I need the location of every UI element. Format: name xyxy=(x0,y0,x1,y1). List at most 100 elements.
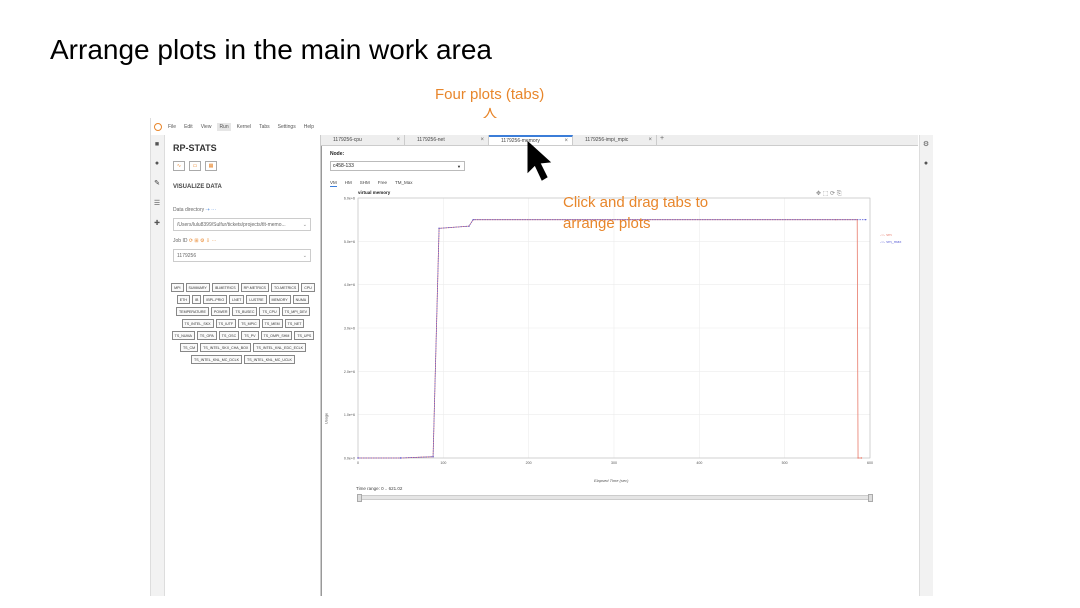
rp-stats-sidebar: RP-STATS ∿ ▭ ▦ VISUALIZE DATA Data direc… xyxy=(165,135,321,596)
subtab-hm[interactable]: HM xyxy=(344,180,352,185)
slider-handle-end[interactable] xyxy=(868,494,873,502)
metric-button-summary[interactable]: SUMMARY xyxy=(185,283,210,292)
subtab-vm[interactable]: VM xyxy=(330,180,337,187)
metric-button-ts-ups[interactable]: TS_UPS xyxy=(294,331,315,340)
metric-button-rp-metrics[interactable]: RP-METRICS xyxy=(240,283,269,292)
monitor-icon[interactable]: ▭ xyxy=(189,161,201,171)
menu-file[interactable]: File xyxy=(168,123,177,130)
annotation-drag-tabs: Click and drag tabs to arrange plots xyxy=(563,194,709,232)
circle-stop-icon[interactable]: ● xyxy=(154,159,160,167)
memory-subtabs: VM HM SHM Free TM_Max xyxy=(330,179,413,187)
metric-button-ts-intel-knl-mc-uclk[interactable]: TS_INTEL_KNL_MC_UCLK xyxy=(244,355,295,364)
dropdown-arrow-icon: ▼ xyxy=(457,163,461,169)
menu-tabs[interactable]: Tabs xyxy=(259,123,270,130)
y-tick-label: 2.0e+6 xyxy=(344,370,355,374)
menu-view[interactable]: View xyxy=(200,123,212,130)
time-range-slider[interactable] xyxy=(357,494,873,502)
metric-button-ts-mpi-dev[interactable]: TS_MPI_DEV xyxy=(281,307,310,316)
data-point-vm-max xyxy=(865,218,867,221)
sidebar-title: RP-STATS xyxy=(173,143,217,153)
close-icon[interactable]: × xyxy=(396,137,400,143)
metric-button-power[interactable]: POWER xyxy=(210,307,231,316)
subtab-tm-max[interactable]: TM_Max xyxy=(395,180,413,185)
subtab-free[interactable]: Free xyxy=(377,180,388,185)
metric-button-ib-metrics[interactable]: IB-METRICS xyxy=(211,283,239,292)
chart-icon[interactable]: ∿ xyxy=(173,161,185,171)
chevron-down-icon: ⌄ xyxy=(302,221,307,228)
metric-button-numa[interactable]: NUMA xyxy=(292,295,310,304)
y-tick-label: 3.0e+6 xyxy=(344,327,355,331)
palette-icon[interactable]: ✎ xyxy=(154,180,160,187)
node-label: Node: xyxy=(330,151,345,157)
close-icon[interactable]: × xyxy=(480,137,484,143)
menu-help[interactable]: Help xyxy=(303,123,315,130)
folder-icon[interactable]: ■ xyxy=(154,140,160,148)
metric-button-ts-intel-knl-edc-eclk[interactable]: TS_INTEL_KNL_EDC_ECLK xyxy=(253,343,307,352)
metric-button-ts-intel-knl-mc-dclk[interactable]: TS_INTEL_KNL_MC_DCLK xyxy=(191,355,242,364)
debugger-icon[interactable]: ● xyxy=(923,159,929,167)
plot-title: virtual memory xyxy=(358,190,391,195)
save-icon[interactable]: ⎘ xyxy=(836,191,842,197)
slide-title: Arrange plots in the main work area xyxy=(50,34,492,65)
menu-kernel[interactable]: Kernel xyxy=(236,123,252,130)
metric-button-ts-osc[interactable]: TS_OSC xyxy=(218,331,240,340)
metric-button-eth[interactable]: ETH xyxy=(176,295,190,304)
y-tick-label: 1.0e+6 xyxy=(344,413,355,417)
metric-button-cpu[interactable]: CPU xyxy=(301,283,315,292)
slider-handle-start[interactable] xyxy=(357,494,362,502)
close-icon[interactable]: × xyxy=(648,137,652,143)
metric-button-ts-intel-skx-cha-box[interactable]: TS_INTEL_SKX_CHA_BOX xyxy=(200,343,252,352)
list-icon[interactable]: ☰ xyxy=(153,200,161,207)
metric-button-lustre[interactable]: LUSTRE xyxy=(246,295,267,304)
virtual-memory-chart[interactable]: 0.0e+0 1.0e+6 2.0e+6 3.0e+6 4.0e+6 5.0e+6 6.0e… xyxy=(322,146,919,486)
tab-net[interactable]: 1179256-net × xyxy=(405,135,489,145)
settings-gear-icon[interactable]: ⚙ xyxy=(922,141,930,148)
tab-impi-mpic[interactable]: 1179256-impi_mpic × xyxy=(573,135,657,145)
data-directory-field[interactable]: /Users/lulu8399/Sulfur/tickets/projects/… xyxy=(173,218,311,231)
metric-button-ts-opa[interactable]: TS_OPA xyxy=(196,331,217,340)
metric-button-ts-ompi-shm[interactable]: TS_OMPI_SHM xyxy=(260,331,293,340)
jupyter-logo-icon xyxy=(154,122,162,131)
x-tick-label: 100 xyxy=(440,461,446,465)
node-select[interactable]: c458-133 ▼ xyxy=(330,161,465,171)
metric-button-ts-busec[interactable]: TS_BUSEC xyxy=(232,307,258,316)
metric-button-ts-mpic[interactable]: TS_MPIC xyxy=(238,319,260,328)
menu-run[interactable]: Run xyxy=(217,122,231,131)
job-id-field[interactable]: 1179256 ⌄ xyxy=(173,249,311,262)
reset-icon[interactable]: ⟳ xyxy=(830,191,836,197)
metric-button-ts-intel-skx[interactable]: TS_INTEL_SKX xyxy=(181,319,214,328)
metric-button-grid: MPI SUMMARY IB-METRICS RP-METRICS TO-METRICS… xyxy=(169,283,317,364)
tab-memory[interactable]: 1179256-memory × xyxy=(489,135,573,145)
metric-button-memory[interactable]: MEMORY xyxy=(268,295,291,304)
legend-vm-max[interactable]: -○- vm_max xyxy=(880,239,902,244)
subtab-shm[interactable]: SHM xyxy=(359,180,370,185)
pan-icon[interactable]: ✥ xyxy=(816,191,822,197)
metric-button-ts-net[interactable]: TS_NET xyxy=(284,319,305,328)
menu-edit[interactable]: Edit xyxy=(184,123,193,130)
box-zoom-icon[interactable]: ⬚ xyxy=(822,191,829,197)
metric-button-ts-cpu[interactable]: TS_CPU xyxy=(259,307,280,316)
metric-button-ts-numa[interactable]: TS_NUMA xyxy=(171,331,195,340)
x-tick-label: 0 xyxy=(357,461,359,465)
metric-button-ib[interactable]: IB xyxy=(191,295,202,304)
metric-button-lnet[interactable]: LNET xyxy=(229,295,245,304)
metric-button-temperature[interactable]: TEMPERATURE xyxy=(175,307,209,316)
metric-button-ts-mem[interactable]: TS_MEM xyxy=(261,319,283,328)
metric-button-mpi[interactable]: MPI xyxy=(171,283,184,292)
metric-button-ts-pv[interactable]: TS_PV xyxy=(241,331,259,340)
puzzle-icon[interactable]: ✚ xyxy=(154,220,160,227)
data-directory-label: Data directory ⇢ ⋯ xyxy=(173,207,217,213)
close-icon[interactable]: × xyxy=(564,138,568,144)
metric-button-ts-iutf[interactable]: TS_IUTF xyxy=(215,319,237,328)
legend-vm[interactable]: -○- vm xyxy=(880,232,892,237)
time-range-label: Time range: 0 .. 621.02 xyxy=(356,486,403,491)
right-activity-bar: ⚙ ● xyxy=(919,135,933,596)
table-icon[interactable]: ▦ xyxy=(205,161,217,171)
metric-button-ibpl-prio[interactable]: IBPL-PRIO xyxy=(203,295,228,304)
metric-button-to-metrics[interactable]: TO-METRICS xyxy=(270,283,300,292)
metric-button-ts-cm[interactable]: TS_CM xyxy=(179,343,199,352)
add-tab-icon[interactable]: + xyxy=(660,135,665,142)
main-work-area: 1179256-cpu × 1179256-net × 1179256-memory… xyxy=(321,135,920,596)
menu-settings[interactable]: Settings xyxy=(277,123,296,130)
tab-cpu[interactable]: 1179256-cpu × xyxy=(321,135,405,145)
